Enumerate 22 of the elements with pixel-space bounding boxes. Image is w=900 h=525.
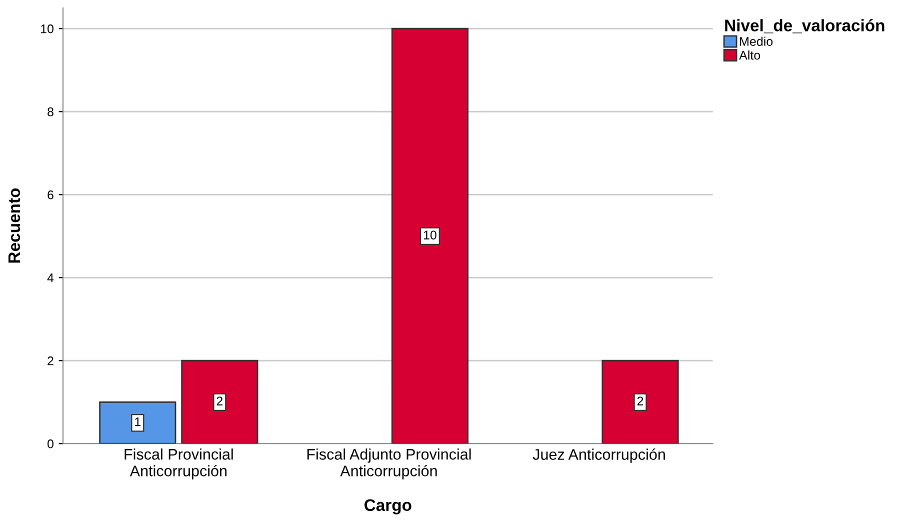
y-tick-label: 10 [41, 24, 54, 34]
bar [99, 401, 176, 444]
legend-label: Medio [740, 36, 773, 46]
data-label: 2 [637, 396, 644, 406]
legend-label: Alto [739, 50, 760, 60]
data-label: 1 [135, 418, 141, 426]
bar [602, 360, 679, 444]
y-tick-label: 8 [48, 107, 54, 116]
x-tick-label: Juez Anticorrupción [532, 448, 665, 463]
y-tick-label: 0 [48, 439, 54, 448]
x-tick-label: Fiscal Adjunto Provincial Anticorrupción [307, 448, 471, 480]
x-tick-label: Fiscal Provincial Anticorrupción [124, 448, 233, 480]
data-label: 2 [216, 396, 223, 406]
x-axis-title: Cargo [364, 499, 412, 514]
bar [391, 28, 469, 444]
y-tick-label: 4 [47, 274, 54, 282]
bar [181, 360, 258, 444]
data-label: 10 [424, 230, 436, 240]
y-axis-title: Recuento [8, 188, 20, 263]
legend-title: Nivel_de_valoración [725, 18, 884, 34]
y-tick-label: 6 [48, 190, 54, 200]
y-tick-label: 2 [48, 356, 54, 366]
